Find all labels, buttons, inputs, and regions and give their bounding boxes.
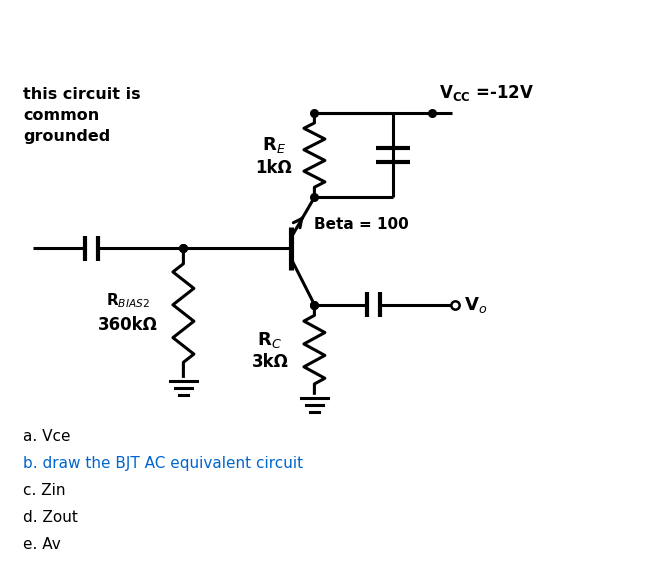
Text: V$_{\mathbf{CC}}$ =-12V: V$_{\mathbf{CC}}$ =-12V [439,83,534,103]
Text: 360kΩ: 360kΩ [98,316,158,334]
Text: Beta = 100: Beta = 100 [314,217,409,232]
Text: R$_E$: R$_E$ [262,135,286,155]
Text: b. draw the BJT AC equivalent circuit: b. draw the BJT AC equivalent circuit [23,456,303,471]
Text: e. Av: e. Av [23,537,61,552]
Text: R$_C$: R$_C$ [257,329,282,350]
Text: a. Vce: a. Vce [23,429,71,444]
Text: c. Zin: c. Zin [23,483,66,498]
Text: this circuit is
common
grounded: this circuit is common grounded [23,87,141,144]
Text: R$_{BIAS2}$: R$_{BIAS2}$ [105,291,150,310]
Text: 3kΩ: 3kΩ [252,353,288,371]
Text: d. Zout: d. Zout [23,510,78,525]
Text: V$_o$: V$_o$ [464,294,487,315]
Text: 1kΩ: 1kΩ [255,158,292,177]
